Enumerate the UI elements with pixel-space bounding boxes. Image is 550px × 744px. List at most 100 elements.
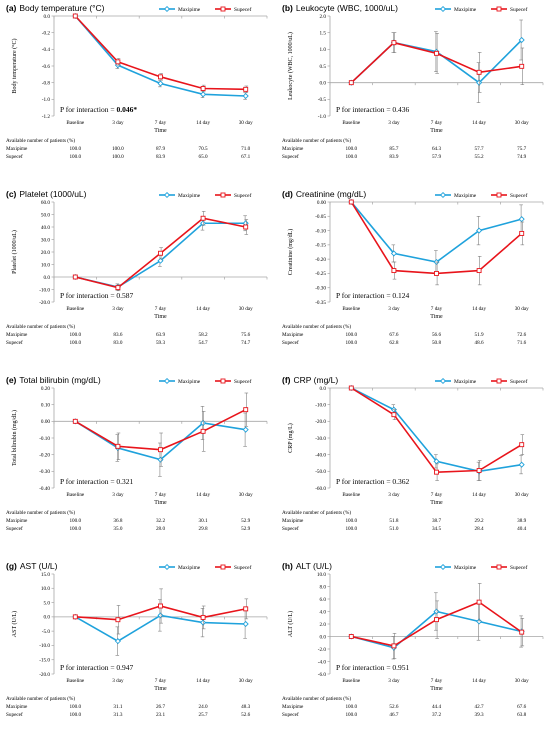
data-point-supecef xyxy=(115,59,121,65)
y-tick-label: -40.0 xyxy=(315,452,326,458)
table-cell: 83.9 xyxy=(389,154,398,160)
y-tick-label: 0.0 xyxy=(44,275,51,281)
legend-swatch-marker xyxy=(496,378,502,384)
y-tick-label: -6.0 xyxy=(318,672,327,678)
table-cell: 63.9 xyxy=(156,332,165,338)
data-point-supecef xyxy=(476,468,482,473)
legend-label: Supecef xyxy=(510,378,528,385)
data-point-supecef xyxy=(72,274,78,280)
data-point-supecef xyxy=(115,617,121,623)
x-tick-label: 30 day xyxy=(515,678,529,684)
y-tick-label: -20.0 xyxy=(315,419,326,425)
y-tick-label: -5.0 xyxy=(42,629,51,635)
x-tick-label: Baseline xyxy=(342,492,361,498)
data-point-supecef xyxy=(391,268,397,274)
data-point-maxipime xyxy=(114,638,121,645)
table-cell: 74.7 xyxy=(241,340,250,346)
table-cell: 100.0 xyxy=(345,340,357,346)
y-tick-label: -10.0 xyxy=(39,643,50,649)
panel-title-text: AST (U/L) xyxy=(20,561,58,571)
y-axis-label: Platelet (1000/uL) xyxy=(11,230,18,274)
y-axis-label: ALT (U/L) xyxy=(287,611,294,637)
x-tick-label: 30 day xyxy=(515,492,529,498)
p-interaction-label: P for interaction = 0.947 xyxy=(60,663,134,672)
data-point-maxipime xyxy=(476,79,483,86)
data-point-supecef xyxy=(519,63,525,69)
panel-title-text: Total bilirubin (mg/dL) xyxy=(19,375,100,385)
table-cell: 55.2 xyxy=(475,154,484,160)
y-tick-label: 8.0 xyxy=(320,584,327,590)
legend-label: Maxipime xyxy=(454,193,477,199)
table-caption: Available number of patients (%) xyxy=(282,323,351,330)
data-point-supecef xyxy=(200,215,206,221)
table-caption: Available number of patients (%) xyxy=(6,695,75,702)
x-tick-label: 7 day xyxy=(431,678,443,684)
table-cell: 35.0 xyxy=(113,526,122,532)
y-tick-label: 10.0 xyxy=(317,572,326,578)
data-point-maxipime xyxy=(200,91,207,98)
table-cell: 32.2 xyxy=(156,518,165,524)
data-point-supecef xyxy=(158,74,163,80)
data-point-supecef xyxy=(200,614,206,620)
panel-title-text: ALT (U/L) xyxy=(296,561,332,571)
table-cell: 37.2 xyxy=(432,712,441,718)
table-cell: 29.8 xyxy=(199,526,208,532)
panel-title-text: Leukocyte (WBC, 1000/uL) xyxy=(296,3,398,13)
data-point-supecef xyxy=(391,412,397,418)
y-tick-label: 0.00 xyxy=(41,419,50,425)
table-caption: Available number of patients (%) xyxy=(6,509,75,516)
table-cell: 50.8 xyxy=(432,340,441,346)
series-line-maxipime xyxy=(350,201,522,263)
table-cell: 100.0 xyxy=(112,146,124,152)
y-tick-label: -50.0 xyxy=(315,469,326,475)
table-cell: 75.7 xyxy=(517,146,526,152)
data-point-supecef xyxy=(243,224,249,230)
table-cell: 28.4 xyxy=(475,526,484,532)
p-interaction-text: P for interaction = 0.587 xyxy=(60,291,134,300)
y-tick-label: 40.0 xyxy=(41,225,50,231)
y-tick-label: -0.10 xyxy=(315,228,326,234)
table-cell: 100.0 xyxy=(69,526,81,532)
panel-f: (f) CRP (mg/L)0.0-10.0-20.0-30.0-40.0-50.… xyxy=(282,375,544,532)
x-tick-label: 7 day xyxy=(155,306,167,312)
y-tick-label: 6.0 xyxy=(320,597,327,603)
panel-letter: (a) xyxy=(6,3,17,13)
panel-a: (a) Body temperature (°C)0.0-0.2-0.4-0.6-… xyxy=(6,3,268,160)
legend-swatch-marker xyxy=(163,563,171,571)
p-interaction-label: P for interaction = 0.124 xyxy=(336,291,410,300)
data-point-supecef xyxy=(519,230,525,236)
y-tick-label: 5.0 xyxy=(44,600,51,606)
panel-title-text: CRP (mg/L) xyxy=(294,375,339,385)
table-row-label: Maxipime xyxy=(282,146,304,152)
y-tick-label: -15.0 xyxy=(39,658,50,664)
y-tick-label: -10.0 xyxy=(315,402,326,408)
data-point-supecef xyxy=(519,442,525,448)
legend-swatch-marker xyxy=(439,5,447,13)
y-tick-label: -20.0 xyxy=(39,300,50,306)
table-cell: 38.7 xyxy=(432,518,441,524)
data-point-supecef xyxy=(391,40,397,46)
table-cell: 52.9 xyxy=(241,526,250,532)
y-tick-label: 15.0 xyxy=(41,572,50,578)
table-row-label: Maxipime xyxy=(282,518,304,524)
table-cell: 83.6 xyxy=(113,332,122,338)
table-cell: 38.9 xyxy=(517,518,526,524)
x-tick-label: 7 day xyxy=(155,678,167,684)
table-cell: 74.9 xyxy=(517,154,526,160)
table-cell: 63.8 xyxy=(517,712,526,718)
data-point-supecef xyxy=(348,634,354,639)
y-tick-label: -0.30 xyxy=(315,286,326,292)
y-tick-label: 4.0 xyxy=(320,609,327,615)
table-cell: 24.0 xyxy=(199,704,208,710)
panel-title-text: Creatinine (mg/dL) xyxy=(296,189,367,199)
data-point-maxipime xyxy=(242,92,249,100)
table-cell: 51.0 xyxy=(389,526,398,532)
p-interaction-text: P for interaction = 0.362 xyxy=(336,477,410,486)
x-axis-label: Time xyxy=(430,500,443,506)
table-cell: 100.0 xyxy=(69,518,81,524)
y-tick-label: -1.0 xyxy=(318,114,327,120)
data-point-supecef xyxy=(434,50,439,56)
legend-label: Maxipime xyxy=(178,379,201,385)
table-cell: 100.0 xyxy=(112,154,124,160)
table-cell: 54.7 xyxy=(199,340,208,346)
